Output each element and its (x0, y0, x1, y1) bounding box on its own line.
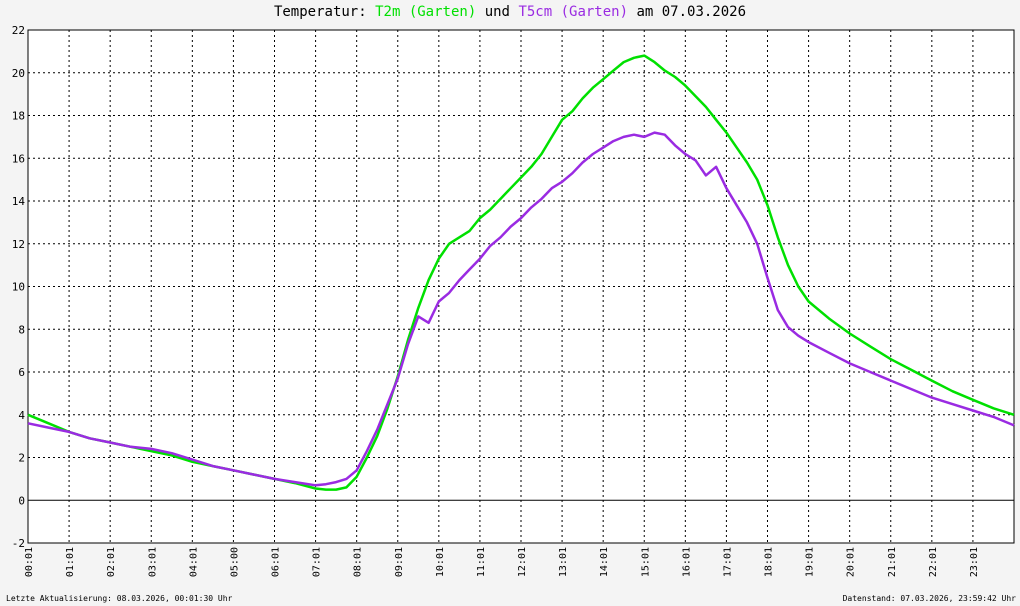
x-tick-label: 20:01 (846, 547, 857, 577)
y-tick-label: 18 (12, 110, 25, 123)
y-tick-label: 6 (18, 366, 25, 379)
x-tick-label: 06:01 (271, 547, 282, 577)
tick-labels: -2 0 2 4 6 8 10 12 14 16 18 20 22 00:01 01:01 02:01 03:0… (12, 24, 980, 577)
y-tick-label: 8 (18, 323, 25, 336)
x-tick-label: 19:01 (805, 547, 816, 577)
x-tick-label: 17:01 (722, 547, 733, 577)
last-update-text: Letzte Aktualisierung: 08.03.2026, 00:01… (6, 594, 233, 603)
x-tick-label: 16:01 (681, 547, 692, 577)
x-tick-label: 18:01 (764, 547, 775, 577)
x-tick-label: 07:01 (312, 547, 323, 577)
y-tick-label: 22 (12, 24, 25, 37)
y-tick-label: 16 (12, 152, 25, 165)
plot-frame (27, 29, 1015, 544)
x-tick-label: 23:01 (969, 547, 980, 577)
series-lines (27, 54, 1015, 491)
x-tick-label: 09:01 (394, 547, 405, 577)
y-tick-label: 2 (18, 452, 25, 465)
data-status-text: Datenstand: 07.03.2026, 23:59:42 Uhr (842, 594, 1016, 603)
series1-title-label: T2m (Garten) (375, 4, 477, 20)
x-tick-label: 08:01 (353, 547, 364, 577)
chart-title: Temperatur: T2m (Garten) und T5cm (Garte… (0, 4, 1020, 20)
x-tick-label: 22:01 (928, 547, 939, 577)
x-tick-label: 01:01 (65, 547, 76, 577)
y-tick-label: 12 (12, 238, 25, 251)
x-tick-label: 04:01 (188, 547, 199, 577)
x-tick-label: 03:01 (147, 547, 158, 577)
x-tick-label: 05:00 (229, 547, 240, 577)
grid (27, 29, 1014, 544)
y-tick-label: 0 (18, 494, 25, 507)
x-tick-label: 15:01 (640, 547, 651, 577)
y-tick-label: 4 (18, 409, 25, 422)
title-joiner: und (484, 4, 510, 20)
x-tick-label: 02:01 (106, 547, 117, 577)
x-tick-label: 13:01 (558, 547, 569, 577)
x-tick-label: 00:01 (24, 547, 35, 577)
series-t5cm-line (27, 131, 1015, 487)
series2-title-label: T5cm (Garten) (518, 4, 629, 20)
x-tick-label: 10:01 (435, 547, 446, 577)
axes (27, 29, 1015, 544)
x-tick-label: 12:01 (517, 547, 528, 577)
y-tick-label: -2 (12, 537, 25, 550)
x-tick-label: 11:01 (476, 547, 487, 577)
x-tick-label: 14:01 (599, 547, 610, 577)
x-tick-label: 21:01 (887, 547, 898, 577)
y-tick-label: 10 (12, 281, 25, 294)
y-tick-label: 20 (12, 67, 25, 80)
title-prefix: Temperatur: (273, 4, 367, 20)
title-suffix: am 07.03.2026 (636, 4, 747, 20)
y-tick-label: 14 (12, 195, 26, 208)
